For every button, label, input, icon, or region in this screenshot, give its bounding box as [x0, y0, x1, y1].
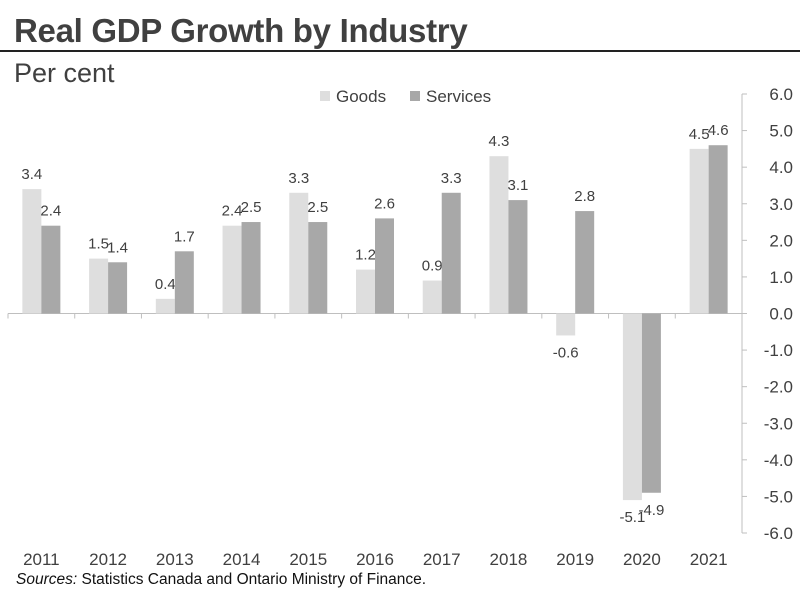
data-label: -5.1	[619, 509, 645, 526]
source-prefix: Sources:	[16, 571, 78, 588]
legend-label-goods: Goods	[336, 87, 386, 106]
bar-goods	[289, 192, 309, 314]
data-label: 4.3	[489, 133, 510, 150]
bar-services	[708, 145, 728, 314]
bar-services	[375, 218, 394, 314]
bar-goods	[22, 189, 42, 314]
bar-goods	[155, 298, 175, 314]
data-label: 1.5	[88, 236, 109, 253]
data-label: 1.7	[174, 228, 195, 245]
source-text: Statistics Canada and Ontario Ministry o…	[77, 571, 427, 588]
x-tick-label: 2014	[223, 550, 261, 569]
bar-services	[241, 222, 261, 314]
data-label: 3.3	[288, 170, 309, 187]
data-label: 3.4	[21, 166, 42, 183]
bar-services	[441, 192, 461, 314]
source-note: Sources: Statistics Canada and Ontario M…	[16, 571, 426, 589]
data-label: -4.9	[638, 502, 664, 519]
bar-services	[108, 262, 128, 314]
x-tick-label: 2016	[356, 550, 394, 569]
data-label: 2.4	[222, 203, 243, 220]
data-label: 0.9	[422, 258, 443, 275]
data-label: 0.4	[155, 276, 176, 293]
bar-goods	[556, 313, 576, 336]
x-tick-label: 2020	[623, 550, 661, 569]
y-tick-label: -3.0	[764, 414, 793, 433]
legend-swatch-goods	[320, 91, 330, 101]
data-label: 3.3	[441, 170, 462, 187]
bar-goods	[222, 225, 242, 314]
bar-goods	[689, 148, 709, 314]
x-tick-label: 2017	[423, 550, 461, 569]
data-label: 2.8	[574, 188, 595, 205]
chart-title: Real GDP Growth by Industry	[14, 12, 468, 49]
data-label: 4.6	[708, 122, 729, 139]
bar-services	[308, 222, 328, 314]
x-tick-label: 2021	[690, 550, 728, 569]
bar-goods	[422, 280, 442, 314]
x-tick-label: 2013	[156, 550, 194, 569]
data-label: 2.5	[241, 199, 262, 216]
title-divider	[0, 50, 800, 52]
bar-services	[41, 225, 61, 314]
data-label: 1.2	[355, 247, 376, 264]
y-tick-label: 5.0	[769, 122, 793, 141]
data-label: 2.6	[374, 195, 395, 212]
x-tick-label: 2012	[89, 550, 127, 569]
bar-goods	[489, 156, 509, 314]
data-label: 2.4	[40, 203, 61, 220]
data-label: 1.4	[107, 239, 128, 256]
bar-goods	[356, 269, 375, 314]
bar-services	[641, 313, 661, 493]
data-label: 3.1	[508, 177, 529, 194]
x-tick-label: 2015	[289, 550, 327, 569]
legend-swatch-services	[410, 91, 420, 101]
y-tick-label: -4.0	[764, 451, 793, 470]
y-tick-label: 0.0	[769, 305, 793, 324]
bar-goods	[89, 258, 109, 314]
data-label: 4.5	[689, 126, 710, 143]
y-tick-label: 3.0	[769, 195, 793, 214]
bar-services	[575, 211, 595, 314]
y-tick-label: 2.0	[769, 231, 793, 250]
x-tick-label: 2018	[490, 550, 528, 569]
bar-goods	[622, 313, 642, 501]
y-tick-label: -5.0	[764, 487, 793, 506]
y-tick-label: 1.0	[769, 268, 793, 287]
y-tick-label: -6.0	[764, 524, 793, 543]
bar-services	[174, 251, 194, 314]
y-tick-label: -2.0	[764, 378, 793, 397]
x-tick-label: 2019	[556, 550, 594, 569]
bar-services	[508, 200, 528, 314]
y-tick-label: 4.0	[769, 158, 793, 177]
y-tick-label: 6.0	[769, 85, 793, 104]
y-tick-label: -1.0	[764, 341, 793, 360]
legend-label-services: Services	[426, 87, 491, 106]
x-tick-label: 2011	[23, 550, 60, 569]
data-label: 2.5	[307, 199, 328, 216]
data-label: -0.6	[553, 344, 579, 361]
unit-label: Per cent	[14, 58, 115, 88]
